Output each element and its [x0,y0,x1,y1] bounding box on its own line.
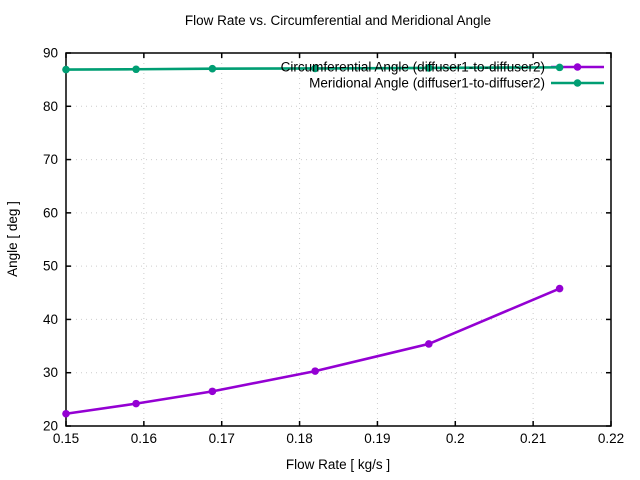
circumferential-angle-point [62,409,70,418]
meridional-angle-point [62,65,70,74]
y-tick-label: 80 [43,99,58,114]
meridional-angle-point [555,63,564,72]
y-tick-label: 60 [43,205,58,220]
x-tick-label: 0.19 [364,431,390,446]
meridional-angle-point [311,64,319,73]
y-tick-label: 30 [43,365,58,380]
circumferential-angle-point [132,399,140,408]
meridional-angle-point [208,64,217,73]
circumferential-angle-point [425,340,433,348]
meridional-angle-legend-sample-marker [573,79,582,87]
x-tick-label: 0.22 [598,431,624,446]
circumferential-angle-legend-label: Circumferential Angle (diffuser1-to-diff… [281,60,545,75]
chart-title: Flow Rate vs. Circumferential and Meridi… [185,13,491,28]
x-tick-label: 0.18 [286,431,312,446]
x-axis-label: Flow Rate [ kg/s ] [286,457,390,472]
meridional-angle-point [132,65,140,74]
circumferential-angle-line [65,287,561,416]
x-tick-label: 0.16 [131,431,157,446]
y-tick-label: 40 [43,312,58,327]
circumferential-angle-point [311,367,319,375]
plot-border [65,52,612,427]
meridional-angle-point [425,64,433,72]
x-tick-label: 0.2 [446,431,465,446]
y-tick-label: 20 [43,419,58,434]
x-tick-label: 0.15 [53,431,79,446]
y-axis-label: Angle [ deg ] [5,201,20,277]
circumferential-angle-point [555,284,564,293]
x-tick-label: 0.21 [520,431,546,446]
circumferential-angle-legend-sample-marker [573,63,582,71]
x-tick-label: 0.17 [209,431,235,446]
y-tick-label: 70 [43,152,58,167]
circumferential-angle-point [208,387,217,396]
y-tick-label: 90 [43,46,58,61]
meridional-angle-line [65,66,560,71]
y-tick-label: 50 [43,259,58,274]
meridional-angle-legend-label: Meridional Angle (diffuser1-to-diffuser2… [309,76,545,91]
